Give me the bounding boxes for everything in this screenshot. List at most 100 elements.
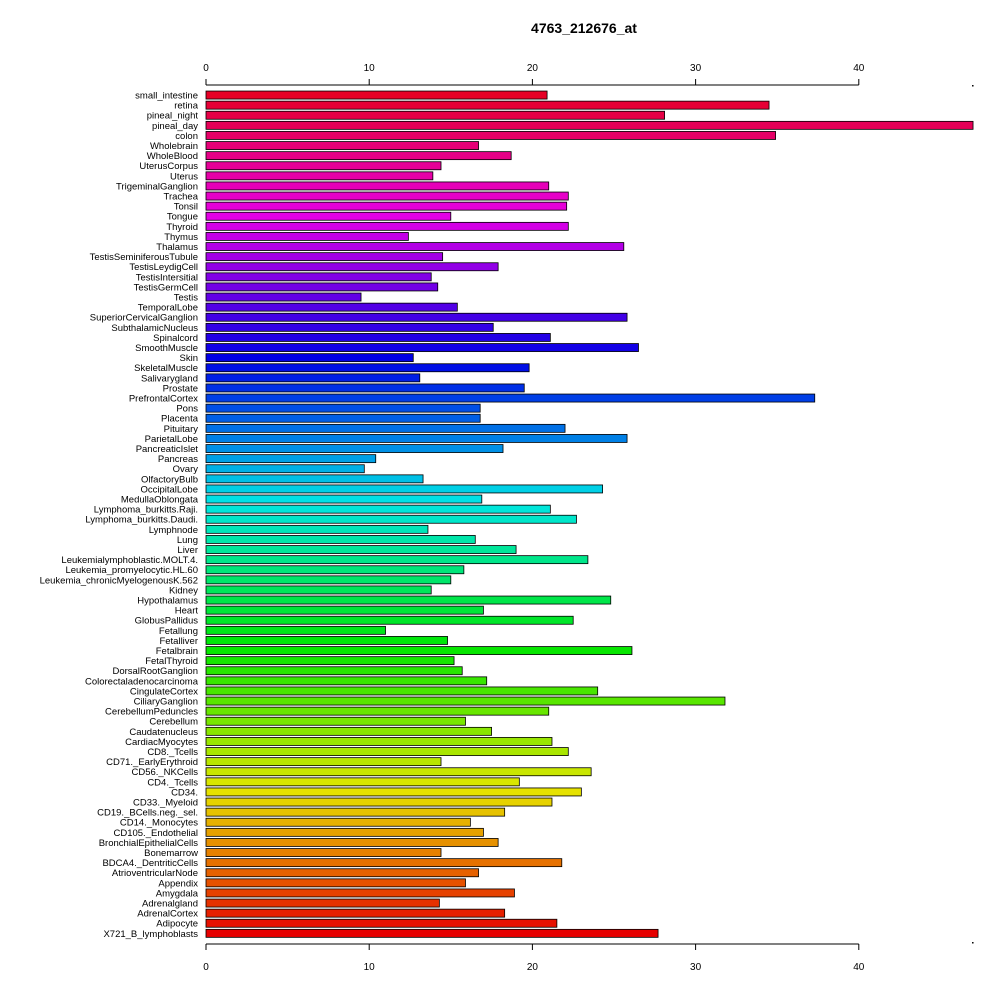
category-label: DorsalRootGanglion — [112, 666, 198, 677]
category-label: Wholebrain — [150, 141, 198, 152]
category-label: Testis — [174, 292, 199, 303]
category-label: CD56._NKCells — [131, 767, 198, 778]
bottom-tick-label: 20 — [527, 962, 539, 973]
top-tick-label: 0 — [203, 63, 209, 74]
category-label: CerebellumPeduncles — [105, 707, 198, 718]
bar — [205, 444, 504, 453]
bottom-tick-label: 0 — [203, 962, 209, 973]
category-label: Lymphoma_burkitts.Raji. — [94, 505, 198, 516]
category-label: SuperiorCervicalGanglion — [90, 313, 198, 324]
bar — [205, 90, 548, 100]
bar — [205, 454, 377, 464]
category-label: SkeletalMuscle — [134, 363, 198, 374]
category-label: Bonemarrow — [144, 848, 198, 859]
category-label: Liver — [177, 545, 198, 556]
bar — [205, 545, 517, 554]
category-label: Heart — [175, 606, 199, 617]
category-label: TestisSeminiferousTubule — [90, 252, 198, 263]
category-label: TrigeminalGanglion — [116, 181, 198, 192]
bar — [205, 898, 440, 908]
bar — [205, 807, 506, 817]
category-label: Spinalcord — [153, 333, 198, 344]
bar — [205, 363, 530, 373]
top-tick-label: 40 — [853, 63, 865, 74]
category-label: Uterus — [170, 171, 198, 182]
category-label: Thalamus — [156, 242, 198, 253]
category-label: X721_B_lymphoblasts — [103, 929, 198, 940]
category-label: TemporalLobe — [138, 303, 198, 314]
category-label: Pons — [176, 404, 198, 415]
bar — [205, 686, 599, 696]
bar — [205, 666, 463, 676]
bar — [205, 838, 499, 847]
bar — [205, 636, 448, 645]
category-label: OccipitalLobe — [140, 484, 198, 495]
bar — [205, 282, 439, 292]
bar — [205, 706, 550, 716]
bar — [205, 181, 550, 191]
category-label: AdrenalCortex — [137, 909, 198, 920]
bar — [205, 858, 563, 868]
bar — [205, 514, 577, 524]
bar — [205, 908, 506, 918]
bar — [205, 151, 512, 161]
bottom-tick-label: 10 — [364, 962, 376, 973]
bar — [205, 413, 481, 423]
bar — [205, 383, 525, 393]
bar — [205, 484, 603, 494]
category-label: UterusCorpus — [139, 161, 198, 172]
bar — [205, 120, 974, 130]
bar — [205, 272, 432, 282]
category-label: CD105._Endothelial — [113, 828, 198, 839]
category-label: Caudatenucleus — [129, 727, 198, 738]
bar — [205, 524, 429, 534]
bar — [205, 777, 520, 787]
bar — [205, 292, 362, 302]
category-label: CD4._Tcells — [147, 777, 198, 788]
bar — [205, 504, 551, 514]
bar — [205, 747, 569, 756]
category-label: AtrioventricularNode — [112, 868, 198, 879]
category-label: Hypothalamus — [137, 595, 198, 606]
bar — [205, 827, 484, 837]
category-label: FetalThyroid — [145, 656, 198, 667]
category-label: BronchialEpithelialCells — [99, 838, 199, 849]
category-label: WholeBlood — [147, 151, 198, 162]
bar — [205, 474, 424, 484]
bar — [205, 878, 466, 888]
category-label: TestisIntersitial — [136, 272, 198, 283]
bar — [205, 767, 592, 777]
category-label: Thymus — [164, 232, 198, 243]
category-label: OlfactoryBulb — [141, 474, 198, 485]
category-label: Pancreas — [158, 454, 198, 465]
bottom-tick-label: 30 — [690, 962, 702, 973]
bar — [205, 171, 434, 181]
bar — [205, 242, 625, 251]
category-label: CD33._Myeloid — [133, 797, 198, 808]
bar — [205, 615, 574, 625]
category-label: Lymphoma_burkitts.Daudi. — [85, 515, 198, 526]
category-label: Fetalbrain — [156, 646, 198, 657]
bar — [205, 494, 483, 504]
bar — [205, 131, 776, 140]
bar — [205, 423, 566, 433]
category-label: Placenta — [161, 414, 199, 425]
bar — [205, 110, 665, 120]
bar — [205, 787, 582, 797]
category-label: Colorectaladenocarcinoma — [85, 676, 199, 687]
bar — [205, 262, 499, 272]
category-label: BDCA4._DentriticCells — [102, 858, 198, 869]
category-label: CardiacMyocytes — [125, 737, 198, 748]
category-label: SubthalamicNucleus — [111, 323, 198, 334]
bar — [205, 868, 479, 878]
bar — [205, 393, 816, 403]
bar — [205, 928, 659, 938]
bar — [205, 625, 386, 635]
category-label: CD34. — [171, 787, 198, 798]
bar — [205, 716, 466, 726]
category-label: Fetalliver — [159, 636, 198, 647]
category-label: Adrenalgland — [142, 898, 198, 909]
category-label: GlobusPallidus — [135, 616, 199, 627]
bar — [205, 585, 432, 595]
